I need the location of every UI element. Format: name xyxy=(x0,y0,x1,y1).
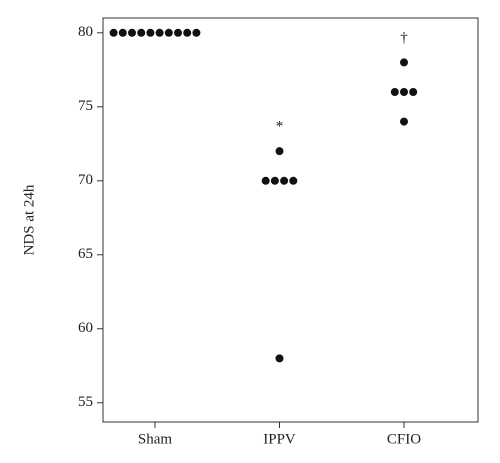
y-tick-label: 55 xyxy=(78,394,93,410)
y-tick-label: 70 xyxy=(78,172,93,188)
dot xyxy=(275,354,284,363)
y-tick-label: 75 xyxy=(78,98,93,114)
dot xyxy=(183,28,192,37)
dot xyxy=(400,87,408,96)
dot xyxy=(137,28,146,37)
dot xyxy=(164,28,173,37)
dot xyxy=(409,87,418,96)
x-tick-label: Sham xyxy=(138,431,173,447)
y-tick-label: 65 xyxy=(78,246,93,262)
y-tick-label: 60 xyxy=(78,320,93,336)
dot xyxy=(118,28,127,37)
annotation: * xyxy=(276,119,284,135)
dot xyxy=(261,176,270,185)
x-tick-label: CFIO xyxy=(387,431,421,447)
dot xyxy=(275,147,284,156)
dot xyxy=(174,28,182,37)
dot xyxy=(289,176,298,185)
y-tick-label: 80 xyxy=(78,24,93,40)
dot xyxy=(155,28,164,37)
annotation: † xyxy=(400,30,408,46)
dot xyxy=(280,176,289,185)
dot xyxy=(400,117,408,126)
x-tick-label: IPPV xyxy=(263,431,296,447)
dot xyxy=(128,28,136,37)
y-axis-label: NDS at 24h xyxy=(21,184,37,255)
dot xyxy=(146,28,155,37)
dot xyxy=(390,87,399,96)
dot xyxy=(192,28,201,37)
plot-frame xyxy=(102,17,479,423)
dot xyxy=(109,28,118,37)
dot xyxy=(270,176,279,185)
dot xyxy=(400,58,408,67)
